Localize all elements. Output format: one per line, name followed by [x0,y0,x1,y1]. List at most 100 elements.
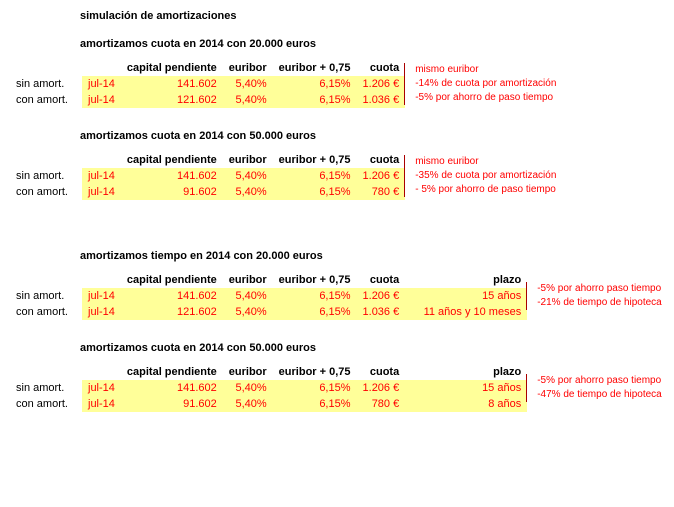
value-cell: 6,15% [273,288,357,304]
value-cell: 141.602 [121,168,223,184]
value-cell: 6,15% [273,76,357,92]
value-cell: 91.602 [121,184,223,200]
note-line: -14% de cuota por amortización [415,77,556,91]
value-cell: 11 años y 10 meses [405,304,527,320]
table-row: sin amort.jul-14141.6025,40%6,15%1.206 € [10,168,405,184]
table-row: sin amort.jul-14141.6025,40%6,15%1.206 €… [10,288,527,304]
value-cell: 6,15% [273,184,357,200]
table-header-cell [82,272,121,288]
section-block: amortizamos tiempo en 2014 con 20.000 eu… [10,250,664,320]
table-header-row: capital pendienteeuriboreuribor + 0,75cu… [10,152,405,168]
table-header-cell: capital pendiente [121,364,223,380]
value-cell: 5,40% [223,304,273,320]
value-cell: 5,40% [223,76,273,92]
table-header-cell: euribor [223,60,273,76]
table-header-row: capital pendienteeuriboreuribor + 0,75cu… [10,60,405,76]
table-header-cell: capital pendiente [121,60,223,76]
section-row: capital pendienteeuriboreuribor + 0,75cu… [10,364,664,412]
value-cell: 1.036 € [357,92,406,108]
table-header-cell: cuota [357,364,406,380]
table-row: sin amort.jul-14141.6025,40%6,15%1.206 €… [10,380,527,396]
page: simulación de amortizaciones amortizamos… [0,0,674,454]
table-header-cell [82,60,121,76]
value-cell: 5,40% [223,92,273,108]
section-row: capital pendienteeuriboreuribor + 0,75cu… [10,272,664,320]
table-header-cell [82,152,121,168]
value-cell: 121.602 [121,92,223,108]
value-cell: 1.206 € [357,168,406,184]
table-header-cell: euribor + 0,75 [273,152,357,168]
table-header-cell: euribor [223,152,273,168]
value-cell: 6,15% [273,380,357,396]
note-line: -5% por ahorro paso tiempo [537,282,662,296]
table-header-row: capital pendienteeuriboreuribor + 0,75cu… [10,272,527,288]
notes: -5% por ahorro paso tiempo-21% de tiempo… [526,282,662,310]
table-header-cell: cuota [357,60,406,76]
section-subtitle: amortizamos cuota en 2014 con 50.000 eur… [80,130,664,142]
table-row: con amort.jul-1491.6025,40%6,15%780 € [10,184,405,200]
row-label: con amort. [10,92,82,108]
value-cell: 15 años [405,288,527,304]
value-cell: jul-14 [82,184,121,200]
table-header-cell: cuota [357,152,406,168]
amort-table: capital pendienteeuriboreuribor + 0,75cu… [10,364,527,412]
sections-container: amortizamos cuota en 2014 con 20.000 eur… [10,38,664,412]
table-header-cell: capital pendiente [121,152,223,168]
value-cell: jul-14 [82,76,121,92]
section-subtitle: amortizamos cuota en 2014 con 20.000 eur… [80,38,664,50]
table-header-cell: euribor [223,272,273,288]
value-cell: jul-14 [82,168,121,184]
table-header-cell [82,364,121,380]
value-cell: 5,40% [223,168,273,184]
value-cell: 1.206 € [357,76,406,92]
note-line: mismo euribor [415,155,556,169]
value-cell: jul-14 [82,380,121,396]
section-subtitle: amortizamos cuota en 2014 con 50.000 eur… [80,342,664,354]
row-label: con amort. [10,304,82,320]
note-line: mismo euribor [415,63,556,77]
section-row: capital pendienteeuriboreuribor + 0,75cu… [10,60,664,108]
table-row: con amort.jul-1491.6025,40%6,15%780 €8 a… [10,396,527,412]
section-block: amortizamos cuota en 2014 con 20.000 eur… [10,38,664,108]
value-cell: 5,40% [223,380,273,396]
note-line: - 5% por ahorro de paso tiempo [415,183,556,197]
table-header-cell: plazo [405,272,527,288]
value-cell: jul-14 [82,92,121,108]
value-cell: 121.602 [121,304,223,320]
table-header-cell [10,272,82,288]
amort-table: capital pendienteeuriboreuribor + 0,75cu… [10,152,405,200]
notes: -5% por ahorro paso tiempo-47% de tiempo… [526,374,662,402]
value-cell: 141.602 [121,380,223,396]
value-cell: 1.036 € [357,304,406,320]
value-cell: 6,15% [273,396,357,412]
table-header-cell [10,60,82,76]
value-cell: 780 € [357,184,406,200]
value-cell: 5,40% [223,288,273,304]
value-cell: 6,15% [273,304,357,320]
value-cell: 141.602 [121,76,223,92]
table-row: con amort.jul-14121.6025,40%6,15%1.036 € [10,92,405,108]
value-cell: jul-14 [82,288,121,304]
value-cell: 5,40% [223,396,273,412]
row-label: sin amort. [10,288,82,304]
value-cell: 1.206 € [357,288,406,304]
row-label: con amort. [10,396,82,412]
value-cell: jul-14 [82,396,121,412]
row-label: sin amort. [10,76,82,92]
table-header-cell [10,152,82,168]
value-cell: 780 € [357,396,406,412]
value-cell: 1.206 € [357,380,406,396]
value-cell: 8 años [405,396,527,412]
table-header-cell: euribor + 0,75 [273,272,357,288]
row-label: sin amort. [10,380,82,396]
row-label: sin amort. [10,168,82,184]
value-cell: 6,15% [273,92,357,108]
page-title: simulación de amortizaciones [80,10,664,22]
note-line: -5% por ahorro de paso tiempo [415,91,556,105]
note-line: -47% de tiempo de hipoteca [537,388,662,402]
table-header-cell: euribor + 0,75 [273,60,357,76]
value-cell: 5,40% [223,184,273,200]
note-line: -21% de tiempo de hipoteca [537,296,662,310]
notes: mismo euribor-35% de cuota por amortizac… [404,155,556,197]
table-header-cell: plazo [405,364,527,380]
